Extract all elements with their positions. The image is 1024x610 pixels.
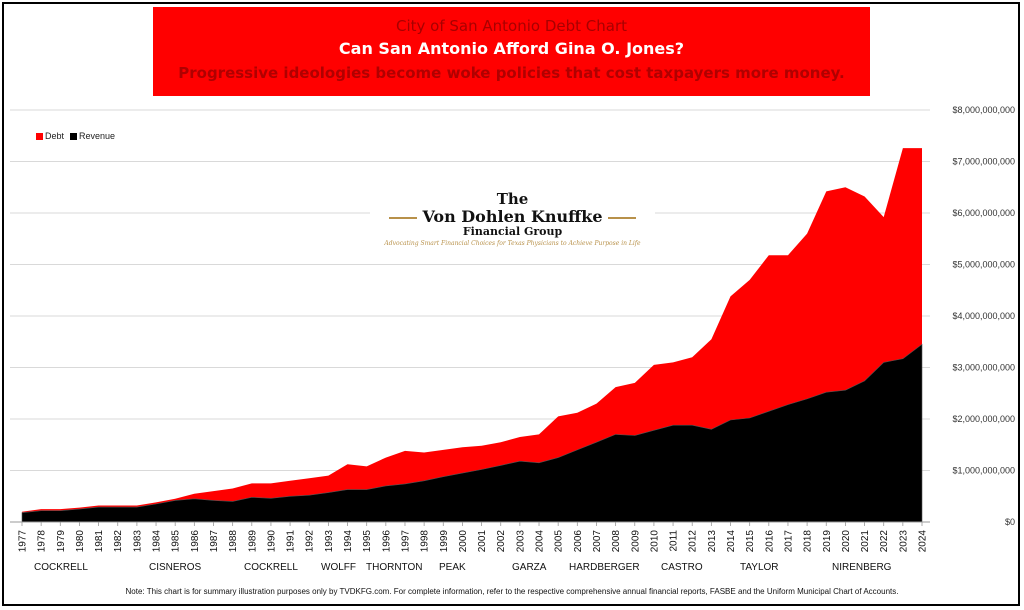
legend-label-debt: Debt xyxy=(45,131,65,141)
x-tick-label: 2008 xyxy=(611,530,622,553)
x-tick-label: 1991 xyxy=(286,530,297,553)
x-tick-label: 1983 xyxy=(132,530,143,553)
x-tick-label: 1982 xyxy=(113,530,124,553)
x-tick-label: 2004 xyxy=(535,530,546,553)
company-logo: The Von Dohlen Knuffke Financial Group A… xyxy=(370,192,655,252)
logo-line-2: Von Dohlen Knuffke xyxy=(370,207,655,226)
x-tick-label: 1995 xyxy=(362,530,373,553)
x-tick-label: 1988 xyxy=(228,530,239,553)
y-tick-label: $5,000,000,000 xyxy=(952,260,1015,270)
x-tick-label: 1993 xyxy=(324,530,335,553)
x-tick-label: 2001 xyxy=(477,530,488,553)
x-tick-label: 2018 xyxy=(803,530,814,553)
series-area-revenue xyxy=(21,343,923,523)
x-tick-label: 1997 xyxy=(400,530,411,553)
x-tick-label: 1987 xyxy=(209,530,220,553)
y-tick-label: $0 xyxy=(1005,517,1015,527)
x-tick-label: 2011 xyxy=(669,530,680,552)
footnote: Note: This chart is for summary illustra… xyxy=(125,587,899,596)
x-tick-label: 1986 xyxy=(190,530,201,553)
x-tick-label: 2005 xyxy=(554,530,565,553)
mayor-label: CASTRO xyxy=(661,562,703,573)
x-tick-label: 1977 xyxy=(18,530,29,553)
mayor-label: CISNEROS xyxy=(149,562,202,573)
x-tick-label: 2002 xyxy=(496,530,507,553)
mayor-label: THORNTON xyxy=(366,562,423,573)
x-tick-label: 1994 xyxy=(343,530,354,553)
y-tick-label: $3,000,000,000 xyxy=(952,363,1015,373)
x-tick-label: 2020 xyxy=(841,530,852,553)
chart-tagline: Progressive ideologies become woke polic… xyxy=(178,64,845,82)
legend: Debt Revenue xyxy=(36,128,144,144)
x-tick-label: 2016 xyxy=(764,530,775,553)
x-tick-label: 1979 xyxy=(56,530,67,553)
y-tick-label: $6,000,000,000 xyxy=(952,208,1015,218)
mayor-label: COCKRELL xyxy=(244,562,298,573)
y-tick-label: $8,000,000,000 xyxy=(952,105,1015,115)
x-tick-label: 2017 xyxy=(783,530,794,553)
legend-item-debt: Debt xyxy=(36,131,64,141)
mayor-label: HARDBERGER xyxy=(569,562,640,573)
mayor-label: COCKRELL xyxy=(34,562,88,573)
x-tick-label: 1998 xyxy=(420,530,431,553)
x-tick-label: 1996 xyxy=(381,530,392,553)
x-tick-label: 2010 xyxy=(649,530,660,553)
logo-tagline: Advocating Smart Financial Choices for T… xyxy=(384,240,641,247)
revenue-swatch xyxy=(70,133,78,141)
y-tick-label: $1,000,000,000 xyxy=(952,466,1015,476)
x-tick-label: 2013 xyxy=(707,530,718,553)
mayor-label: PEAK xyxy=(439,562,466,573)
logo-line-3: Financial Group xyxy=(462,225,563,238)
y-tick-label: $2,000,000,000 xyxy=(952,414,1015,424)
y-tick-label: $4,000,000,000 xyxy=(952,311,1015,321)
x-tick-label: 1981 xyxy=(94,530,105,553)
chart-title: City of San Antonio Debt Chart xyxy=(396,17,627,35)
x-tick-label: 1978 xyxy=(37,530,48,553)
chart-subtitle: Can San Antonio Afford Gina O. Jones? xyxy=(338,39,685,58)
x-tick-label: 1980 xyxy=(75,530,86,553)
y-tick-label: $7,000,000,000 xyxy=(952,157,1015,167)
x-tick-label: 2015 xyxy=(745,530,756,553)
title-banner: City of San Antonio Debt Chart Can San A… xyxy=(153,7,870,96)
x-tick-label: 1985 xyxy=(171,530,182,553)
x-tick-label: 1992 xyxy=(305,530,316,553)
logo-name: Von Dohlen Knuffke xyxy=(422,207,603,226)
x-tick-label: 2000 xyxy=(458,530,469,553)
debt-swatch xyxy=(36,133,43,141)
x-tick-label: 2019 xyxy=(822,530,833,553)
x-tick-label: 1989 xyxy=(247,530,258,553)
x-tick-label: 2006 xyxy=(573,530,584,553)
legend-label-revenue: Revenue xyxy=(79,131,116,141)
legend-item-revenue: Revenue xyxy=(70,131,115,141)
x-tick-label: 1984 xyxy=(152,530,163,553)
x-tick-label: 2022 xyxy=(879,530,890,553)
x-tick-label: 2012 xyxy=(688,530,699,553)
x-tick-label: 2003 xyxy=(515,530,526,553)
x-tick-label: 2014 xyxy=(726,530,737,553)
logo-rule-left xyxy=(389,216,418,219)
x-tick-label: 1990 xyxy=(266,530,277,553)
mayor-label: GARZA xyxy=(512,562,547,573)
x-tick-label: 2021 xyxy=(860,530,871,553)
x-tick-label: 2009 xyxy=(630,530,641,553)
mayor-label: TAYLOR xyxy=(740,562,779,573)
x-tick-label: 2007 xyxy=(592,530,603,553)
x-tick-label: 2023 xyxy=(898,530,909,553)
logo-line-1: The xyxy=(496,190,529,208)
mayor-label: WOLFF xyxy=(321,562,356,573)
mayor-label: NIRENBERG xyxy=(832,562,892,573)
x-tick-label: 2024 xyxy=(918,530,929,553)
x-tick-label: 1999 xyxy=(439,530,450,553)
logo-rule-right xyxy=(607,216,636,219)
